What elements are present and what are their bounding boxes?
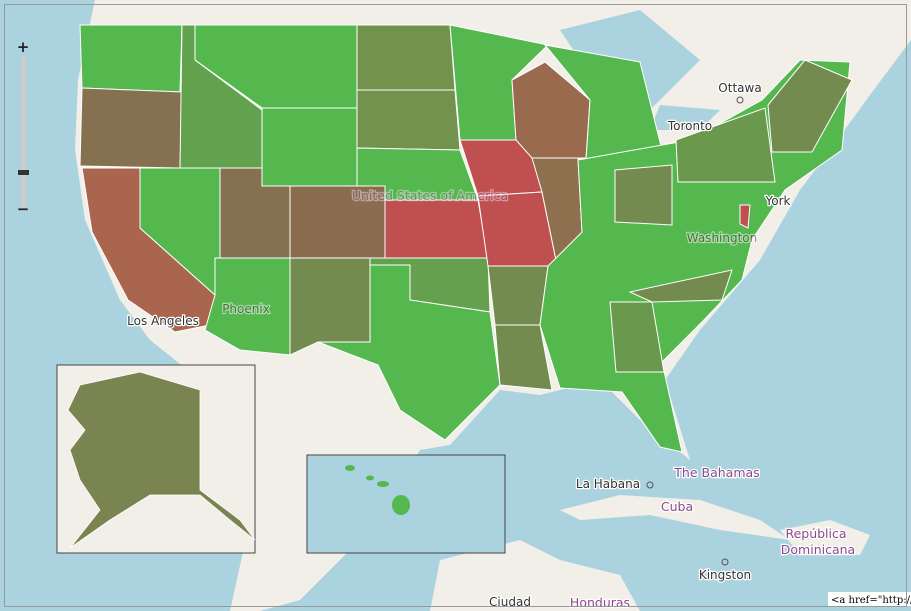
- map-border: [4, 4, 907, 607]
- state: [487, 265, 549, 326]
- state: [79, 87, 183, 169]
- state: [79, 24, 183, 93]
- zoom-out[interactable]: −: [17, 200, 30, 218]
- central-america: [430, 540, 640, 611]
- hawaii: [345, 465, 410, 515]
- state: [356, 24, 456, 91]
- place-label: Kingston: [699, 568, 751, 582]
- hispaniola: [780, 520, 870, 555]
- state: [289, 257, 371, 356]
- alaska: [67, 371, 256, 549]
- country-label: Cuba: [661, 499, 693, 514]
- place-label: Los Angeles: [127, 314, 199, 328]
- city-dot: [646, 481, 654, 489]
- country-label: República: [785, 526, 846, 541]
- country-label: United States of America: [352, 188, 508, 203]
- lake: [650, 105, 720, 130]
- state: [767, 59, 853, 153]
- country-label: Dominicana: [781, 542, 855, 557]
- city-dot: [721, 558, 729, 566]
- place-label: Ottawa: [718, 81, 761, 95]
- city-dot: [736, 96, 744, 104]
- zoom-handle[interactable]: [18, 170, 29, 175]
- place-label: Phoenix: [222, 302, 270, 316]
- state: [614, 164, 673, 226]
- state: [609, 301, 665, 373]
- state: [628, 269, 733, 303]
- state: [356, 89, 461, 151]
- place-label: York: [765, 194, 791, 208]
- states: [79, 24, 853, 453]
- attribution-box: [828, 592, 911, 606]
- state: [675, 107, 776, 183]
- zoom-in[interactable]: +: [17, 38, 30, 56]
- country-label: The Bahamas: [673, 465, 759, 480]
- place-label: La Habana: [576, 477, 640, 491]
- cuba: [560, 495, 790, 540]
- place-label: Toronto: [667, 119, 712, 133]
- state: [494, 324, 553, 391]
- attribution: <a href="http://(: [831, 595, 911, 606]
- state: [384, 199, 489, 259]
- state: [317, 264, 501, 441]
- zoom-track: [21, 55, 26, 210]
- state: [739, 204, 751, 229]
- country-label: Honduras: [570, 595, 630, 610]
- place-label: Washington: [687, 231, 758, 245]
- state: [261, 107, 358, 187]
